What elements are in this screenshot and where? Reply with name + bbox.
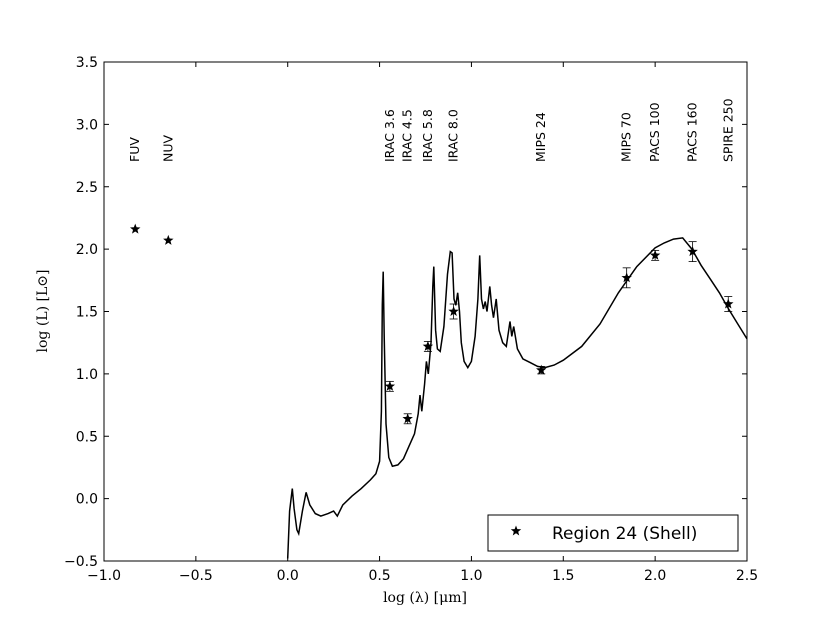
legend-star-marker (510, 525, 522, 536)
x-axis-title: log (λ) [μm] (383, 590, 467, 606)
x-tick-label: 1.0 (460, 568, 482, 584)
data-point-star (384, 380, 396, 391)
data-point-star (723, 298, 734, 309)
x-tick-label: 1.5 (552, 568, 574, 584)
data-point-star (536, 364, 547, 375)
band-label: MIPS 70 (619, 112, 634, 162)
legend: Region 24 (Shell) (487, 514, 739, 552)
band-label: PACS 160 (685, 102, 700, 162)
y-axis-title: log (L) [L⊙] (35, 270, 51, 353)
band-label: IRAC 4.5 (400, 109, 415, 162)
band-label: IRAC 8.0 (446, 109, 461, 162)
model-curve (286, 237, 748, 559)
legend-label: Region 24 (Shell) (552, 524, 697, 544)
y-tick-label: 1.0 (76, 367, 98, 383)
band-label: SPIRE 250 (720, 98, 735, 162)
data-point-star (649, 249, 661, 260)
y-tick-label: 2.0 (76, 242, 98, 258)
band-label: NUV (160, 135, 175, 162)
band-label: FUV (127, 137, 142, 162)
data-point-star (621, 272, 632, 283)
data-point-star (422, 340, 434, 351)
y-tick-label: 3.5 (76, 55, 98, 71)
band-label: MIPS 24 (533, 112, 548, 162)
band-label: IRAC 3.6 (382, 109, 397, 162)
data-point-star (402, 413, 413, 424)
data-point-star (163, 234, 174, 245)
band-label: PACS 100 (647, 102, 662, 162)
y-tick-label: 0.5 (76, 429, 98, 445)
x-tick-label: 2.5 (736, 568, 758, 584)
band-labels: FUV NUV IRAC 3.6 IRAC 4.5 IRAC 5.8 IRAC 8.0 MI… (127, 98, 735, 162)
y-tick-label: 3.0 (76, 117, 98, 133)
x-tick-label: −0.5 (179, 568, 213, 584)
data-point-star (448, 306, 459, 316)
y-tick-label: 2.5 (76, 180, 98, 196)
x-tick-label: 0.5 (368, 568, 390, 584)
x-tick-label: 2.0 (644, 568, 666, 584)
band-label: IRAC 5.8 (420, 109, 435, 162)
y-tick-label: −0.5 (64, 554, 98, 570)
data-points (130, 223, 734, 425)
x-tick-label: 0.0 (277, 568, 299, 584)
data-point-star (687, 246, 698, 257)
y-tick-label: 0.0 (76, 492, 98, 508)
data-point-star (130, 223, 141, 234)
legend-box (487, 514, 739, 552)
axis-ticks: −1.0 −0.5 0.0 0.5 1.0 1.5 2.0 2.5−0.50.00.51.01… (64, 55, 758, 584)
y-tick-label: 1.5 (76, 305, 98, 321)
x-tick-label: −1.0 (87, 568, 121, 584)
